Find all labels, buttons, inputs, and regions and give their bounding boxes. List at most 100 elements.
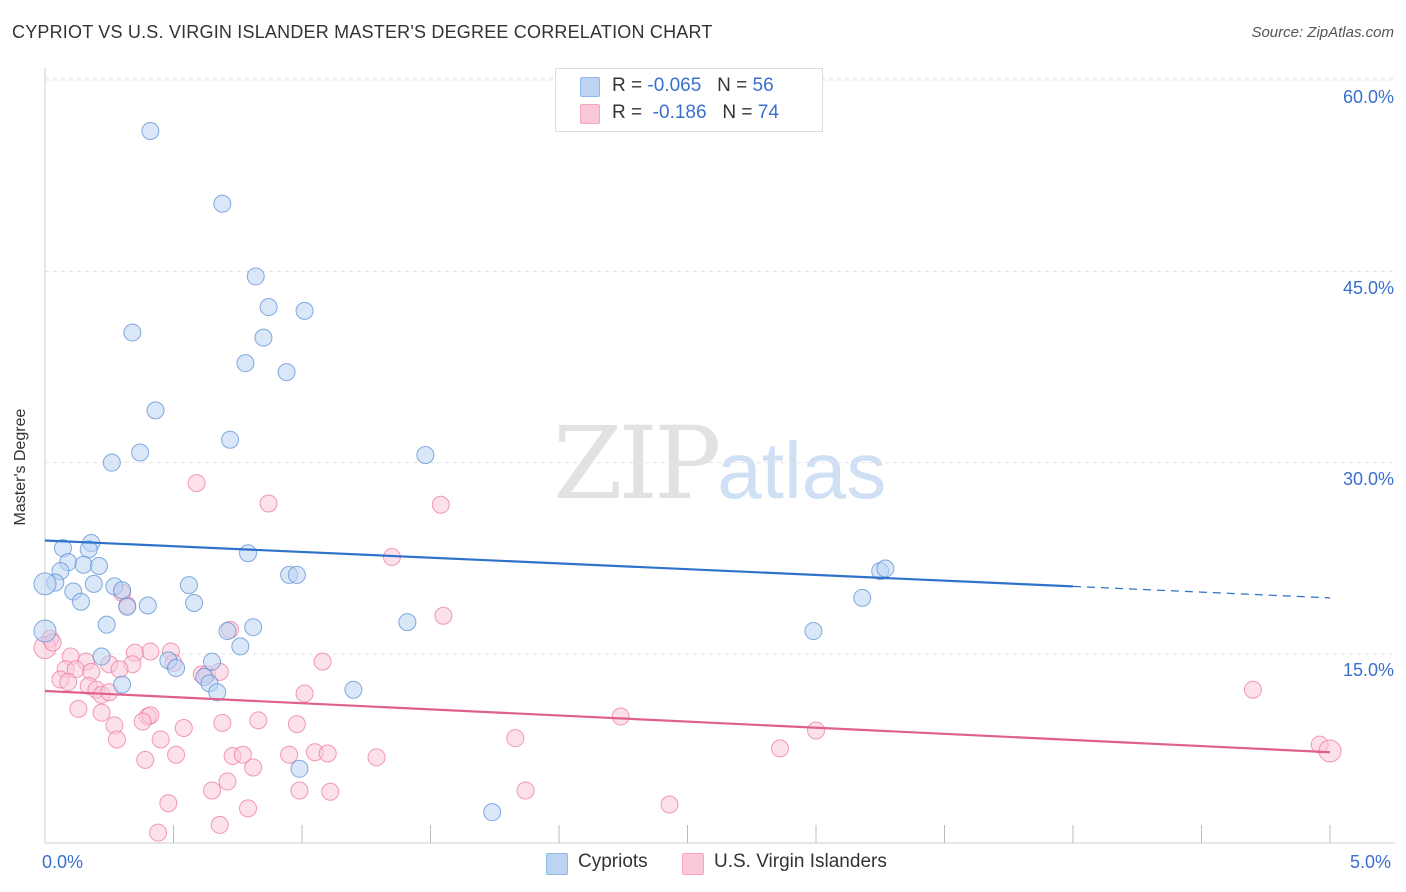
point-vi bbox=[213, 713, 232, 732]
point-vi bbox=[110, 660, 129, 679]
point-cypriots bbox=[185, 593, 204, 612]
point-cypriots bbox=[123, 323, 142, 342]
point-vi bbox=[187, 474, 206, 493]
point-vi bbox=[149, 823, 168, 842]
point-vi bbox=[244, 758, 263, 777]
y-tick-60: 60.0% bbox=[1342, 87, 1394, 107]
point-cypriots bbox=[131, 443, 150, 462]
point-vi bbox=[313, 652, 332, 671]
x-tick-max: 5.0% bbox=[1350, 852, 1392, 872]
point-vi bbox=[218, 772, 237, 791]
y-tick-15: 15.0% bbox=[1342, 660, 1394, 680]
legend-r-value-vi: -0.186 bbox=[652, 102, 707, 123]
point-vi bbox=[92, 703, 111, 722]
point-cypriots bbox=[167, 659, 186, 678]
point-vi bbox=[295, 684, 314, 703]
stats-legend: R = -0.065 N = 56 R = -0.186 N = 74 bbox=[555, 68, 823, 132]
point-cypriots bbox=[141, 122, 160, 141]
bottom-legend-label-vi: U.S. Virgin Islanders bbox=[714, 851, 887, 872]
y-tick-45: 45.0% bbox=[1342, 278, 1394, 298]
point-vi bbox=[159, 794, 178, 813]
point-vi bbox=[321, 782, 340, 801]
point-vi bbox=[506, 729, 525, 748]
legend-r-label: R = bbox=[612, 75, 643, 96]
legend-n-value-cypriots: 56 bbox=[752, 75, 774, 96]
point-cypriots bbox=[259, 298, 278, 317]
point-vi bbox=[516, 781, 535, 800]
point-vi bbox=[136, 750, 155, 769]
point-cypriots bbox=[113, 675, 132, 694]
point-vi bbox=[431, 495, 450, 514]
legend-n-label: N = bbox=[722, 102, 753, 123]
point-cypriots bbox=[208, 683, 227, 702]
point-vi bbox=[210, 815, 229, 834]
point-cypriots bbox=[203, 652, 222, 671]
point-cypriots bbox=[277, 363, 296, 382]
point-vi bbox=[59, 673, 78, 692]
bottom-legend-swatch-cypriots bbox=[546, 853, 568, 875]
point-cypriots bbox=[71, 592, 90, 611]
point-vi bbox=[133, 712, 152, 731]
point-cypriots bbox=[118, 597, 137, 616]
trendline-vi bbox=[44, 689, 1331, 754]
source-label: Source: ZipAtlas.com bbox=[1251, 24, 1394, 41]
point-vi bbox=[807, 721, 825, 740]
point-cypriots bbox=[179, 576, 198, 595]
point-cypriots bbox=[236, 354, 255, 373]
point-vi bbox=[290, 781, 309, 800]
y-axis-label: Master's Degree bbox=[12, 408, 29, 526]
trendline-cypriots-extension bbox=[1072, 585, 1331, 599]
point-cypriots bbox=[344, 680, 363, 699]
watermark: ZIPatlas bbox=[553, 405, 886, 522]
point-cypriots bbox=[74, 555, 93, 574]
point-cypriots bbox=[89, 556, 108, 575]
point-vi bbox=[1243, 680, 1262, 699]
point-cypriots bbox=[102, 453, 121, 472]
legend-r-label: R = bbox=[612, 102, 643, 123]
point-cypriots bbox=[97, 615, 116, 634]
point-cypriots bbox=[213, 194, 232, 213]
legend-r-value-cypriots: -0.065 bbox=[647, 75, 702, 96]
point-cypriots bbox=[876, 559, 895, 578]
legend-n-value-vi: 74 bbox=[757, 102, 779, 123]
legend-swatch-cypriots bbox=[580, 77, 600, 97]
bottom-legend-label-cypriots: Cypriots bbox=[578, 851, 648, 872]
trendline-cypriots bbox=[44, 539, 1074, 588]
bottom-legend-swatch-vi bbox=[682, 853, 704, 875]
point-vi bbox=[249, 711, 268, 730]
point-cypriots bbox=[244, 618, 263, 637]
point-vi bbox=[660, 795, 679, 814]
point-vi bbox=[771, 739, 790, 758]
point-vi bbox=[318, 744, 337, 763]
point-vi bbox=[611, 707, 630, 726]
legend-n-label: N = bbox=[717, 75, 748, 96]
point-vi bbox=[151, 730, 170, 749]
point-vi bbox=[287, 715, 306, 734]
watermark-atlas: atlas bbox=[717, 426, 887, 515]
point-cypriots bbox=[33, 619, 57, 643]
watermark-zip: ZIP bbox=[553, 405, 721, 522]
point-cypriots bbox=[218, 622, 237, 641]
point-cypriots bbox=[146, 401, 165, 420]
point-cypriots bbox=[221, 430, 240, 449]
point-cypriots bbox=[416, 446, 435, 465]
point-cypriots bbox=[239, 544, 258, 563]
point-cypriots bbox=[804, 622, 823, 641]
point-cypriots bbox=[287, 565, 306, 584]
chart-title: CYPRIOT VS U.S. VIRGIN ISLANDER MASTER'S… bbox=[12, 22, 713, 42]
point-vi bbox=[280, 745, 299, 764]
point-cypriots bbox=[295, 301, 314, 320]
point-vi bbox=[203, 781, 222, 800]
x-tick-min: 0.0% bbox=[42, 852, 84, 872]
y-tick-30: 30.0% bbox=[1342, 469, 1394, 489]
point-vi bbox=[367, 748, 386, 767]
point-cypriots bbox=[92, 647, 111, 666]
point-cypriots bbox=[113, 581, 132, 600]
point-vi bbox=[259, 494, 278, 513]
point-cypriots bbox=[483, 803, 502, 822]
point-vi bbox=[69, 699, 88, 718]
point-cypriots bbox=[290, 759, 309, 778]
legend-swatch-vi bbox=[580, 104, 600, 124]
point-vi bbox=[107, 730, 126, 749]
